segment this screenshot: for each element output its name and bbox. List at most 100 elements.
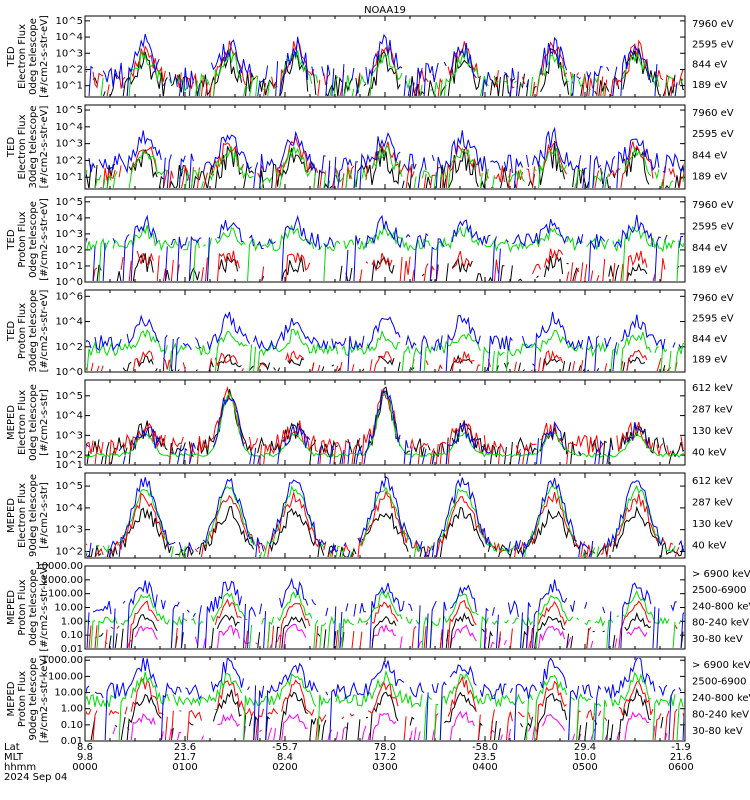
footer-mlt-value: 17.2 xyxy=(374,752,396,763)
legend-entry: 612 keV xyxy=(692,476,733,487)
footer-mlt-value: 21.7 xyxy=(174,752,196,763)
legend-entry: 40 keV xyxy=(692,447,726,458)
y-tick-label: 10^0 xyxy=(56,367,83,378)
legend-entry: 2595 eV xyxy=(692,314,734,325)
y-axis-label-line: [#/cm2-s-str] xyxy=(39,389,50,456)
y-axis-label-line: MEPED xyxy=(6,681,17,716)
y-tick-label: 10^4 xyxy=(56,411,83,422)
y-tick-label: 10^0 xyxy=(56,277,83,288)
y-axis-label-line: TED xyxy=(6,229,17,250)
panel-frame xyxy=(84,289,686,373)
y-tick-label: 10^2 xyxy=(56,450,83,461)
y-tick-label: 10^6 xyxy=(56,291,83,302)
panel-5: 10^110^2 10^3 10^4 10^5 MEPED Electron Flux 0d… xyxy=(6,379,733,471)
legend-entry: 130 keV xyxy=(692,426,733,437)
y-tick-label: 10^1 xyxy=(56,81,83,92)
y-tick-label: 100.00 xyxy=(48,671,83,682)
plot-title: NOAA19 xyxy=(364,5,406,16)
y-tick-label: 10^5 xyxy=(56,16,83,27)
y-axis-label-line: [#/cm2-s-str] xyxy=(39,482,50,549)
legend-entry: 240-800 keV xyxy=(692,693,750,704)
legend-entry: 80-240 keV xyxy=(692,709,749,720)
panel-6: 10^2 10^3 10^4 10^5 MEPED Electron Flux 90deg … xyxy=(6,472,733,559)
y-axis-label-line: [#/cm2-s-str-eV] xyxy=(39,15,50,98)
footer-hhmm-value: 0300 xyxy=(372,762,397,773)
footer-mlt-value: 10.0 xyxy=(574,752,596,763)
legend-entry: 30-80 keV xyxy=(692,634,743,645)
legend-entry: > 6900 keV xyxy=(692,660,750,671)
y-tick-label: 10^5 xyxy=(56,391,83,402)
y-tick-label: 10^1 xyxy=(56,172,83,183)
series-line-189-ev xyxy=(88,126,684,188)
y-axis-label-line: MEPED xyxy=(6,590,17,625)
plot-area xyxy=(86,577,684,648)
plot-area xyxy=(86,387,684,464)
y-tick-label: 10^3 xyxy=(56,229,83,240)
series-line-30-80-kev xyxy=(86,658,684,740)
footer-hhmm-value: 0500 xyxy=(572,762,597,773)
legend-entry: 844 eV xyxy=(692,334,727,345)
y-axis-label-line: TED xyxy=(6,321,17,342)
plot-area xyxy=(85,215,684,281)
y-axis-label-line: TED xyxy=(6,137,17,158)
y-tick-label: 10^2 xyxy=(56,245,83,256)
legend-entry: 612 keV xyxy=(692,383,733,394)
y-axis-label-line: [#/cm2-s-str-keV] xyxy=(39,563,50,651)
legend-entry: 844 eV xyxy=(692,150,727,161)
legend-entry: 2500-6900 xyxy=(692,676,747,687)
y-axis-label-line: Proton Flux xyxy=(17,579,28,635)
panel-8: 0.01 0.10 1.00 10.00 100.00 1000.00 MEPED Proto… xyxy=(6,655,750,747)
legend-entry: 189 eV xyxy=(692,171,727,182)
y-tick-label: 0.10 xyxy=(61,720,83,731)
panel-2: 10^1 10^2 10^3 10^4 10^5 TED Electron Flux 30de… xyxy=(6,104,734,190)
y-axis-label-line: Electron Flux xyxy=(17,390,28,455)
legend-entry: 7960 eV xyxy=(692,19,734,30)
panel-frame xyxy=(84,565,686,650)
y-tick-label: 10^5 xyxy=(56,197,83,208)
y-tick-label: 100.00 xyxy=(48,589,83,600)
panel-frame xyxy=(84,196,686,283)
y-axis-label-line: 0deg telescope xyxy=(28,18,39,95)
legend-entry: 7960 eV xyxy=(692,293,734,304)
series-line-80-240-kev xyxy=(86,589,682,648)
footer-mlt-value: 8.4 xyxy=(277,752,293,763)
footer-row-label: hhmm xyxy=(4,762,36,773)
y-tick-label: 1.00 xyxy=(61,704,83,715)
series-line-30-80-kev xyxy=(86,577,684,648)
y-tick-label: 0.01 xyxy=(61,644,83,655)
y-tick-label: 1.00 xyxy=(61,616,83,627)
footer-lat-value: -55.7 xyxy=(272,742,298,753)
legend-entry: 844 eV xyxy=(692,60,727,71)
footer-lat-value: -58.0 xyxy=(472,742,498,753)
plot-area xyxy=(85,312,684,371)
footer-lat-value: 78.0 xyxy=(374,742,396,753)
y-axis-label-line: Proton Flux xyxy=(17,211,28,267)
y-axis-label-line: [#/cm2-s-str-eV] xyxy=(39,290,50,373)
y-axis-label-line: [#/cm2-s-str-keV] xyxy=(39,655,50,743)
footer-row-label: Lat xyxy=(4,742,20,753)
panel-7: 0.01 0.10 1.00 10.00 100.00 1000.00 10000.00 ME… xyxy=(6,561,750,655)
plot-area xyxy=(85,34,684,96)
plot-area xyxy=(86,476,684,557)
footer-lat-value: 29.4 xyxy=(574,742,596,753)
series-line-844-ev xyxy=(86,224,684,281)
y-tick-label: 10.00 xyxy=(54,688,83,699)
panel-4: 10^0 10^2 10^4 10^6 TED Proton Flux 30deg tele… xyxy=(6,289,734,378)
y-axis-label-line: 30deg telescope xyxy=(28,105,39,188)
footer-hhmm-value: 0000 xyxy=(72,762,97,773)
y-tick-label: 0.10 xyxy=(61,630,83,641)
legend-entry: 7960 eV xyxy=(692,200,734,211)
y-tick-label: 10^5 xyxy=(56,105,83,116)
footer-hhmm-value: 0100 xyxy=(172,762,197,773)
series-line-844-ev xyxy=(86,145,684,188)
legend-entry: 40 keV xyxy=(692,540,726,551)
y-axis-label-line: Electron Flux xyxy=(17,24,28,89)
footer-row-label: MLT xyxy=(4,752,24,763)
y-tick-label: 10^3 xyxy=(56,139,83,150)
plot-area xyxy=(86,126,684,188)
footer-hhmm-value: 0600 xyxy=(668,762,693,773)
y-axis-label-line: MEPED xyxy=(6,498,17,533)
y-axis-label-line: Proton Flux xyxy=(17,671,28,727)
